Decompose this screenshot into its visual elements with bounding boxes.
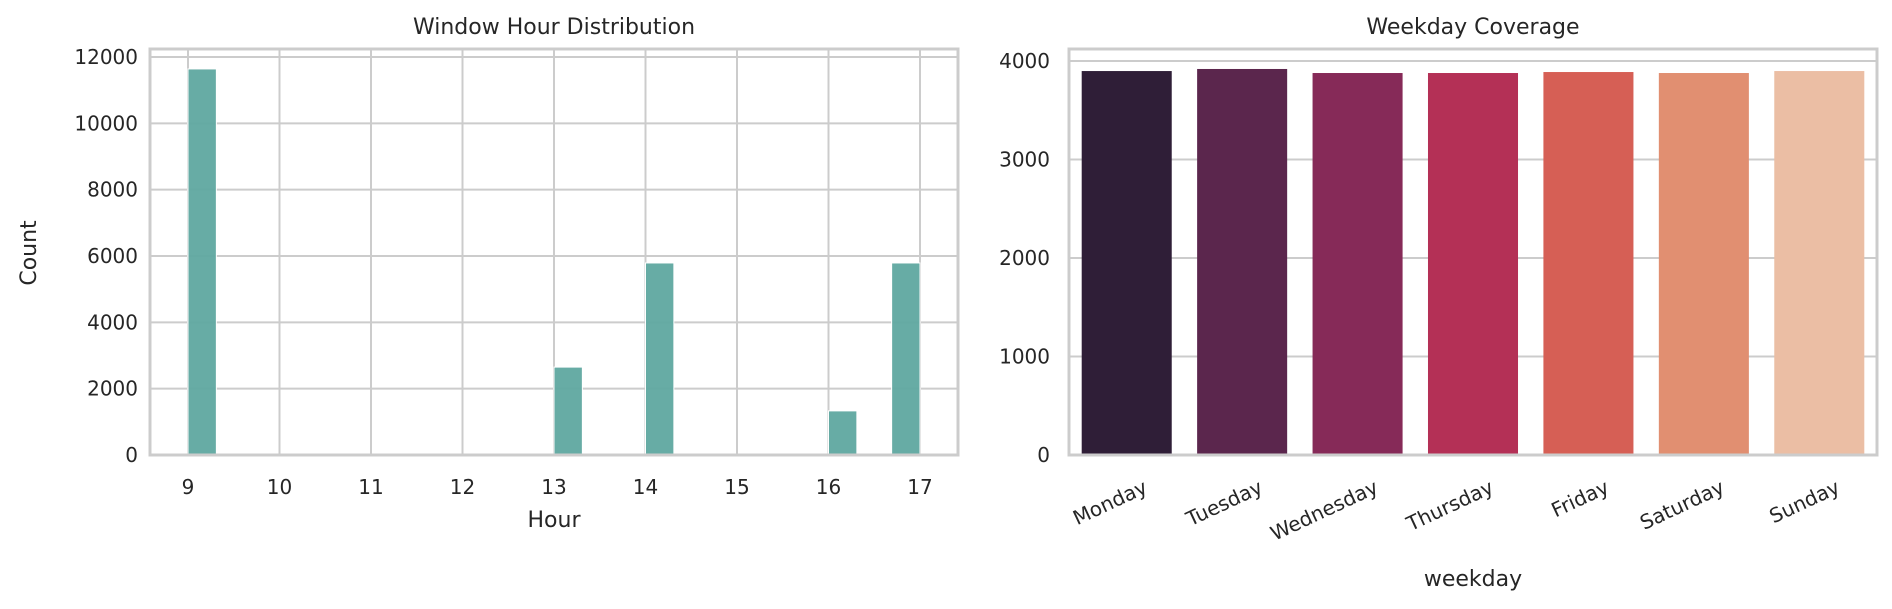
- x-tick-label: Monday: [1069, 475, 1151, 530]
- weekday-coverage-chart: Weekday Coverage 0 1000 2000 3000 4000 Monda…: [999, 15, 1879, 592]
- x-tick-label: Friday: [1547, 475, 1612, 522]
- x-tick-label: Sunday: [1765, 475, 1843, 528]
- y-tick-label: 8000: [87, 178, 138, 202]
- y-tick-label: 4000: [999, 49, 1050, 73]
- y-tick-label: 2000: [87, 377, 138, 401]
- bar-sunday: [1774, 71, 1865, 455]
- bar-monday: [1081, 71, 1172, 455]
- x-tick-label: 12: [450, 475, 475, 499]
- x-tick-label: Wednesday: [1267, 475, 1382, 546]
- x-axis-label: Hour: [528, 508, 582, 533]
- chart-title: Weekday Coverage: [1366, 15, 1579, 40]
- y-tick-label: 2000: [999, 246, 1050, 270]
- chart-title: Window Hour Distribution: [413, 15, 695, 40]
- hour-histogram-chart: Window Hour Distribution 0 2000 4000 6000 80…: [17, 15, 960, 533]
- x-tick-label: Thursday: [1402, 475, 1497, 537]
- x-tick-label: 9: [182, 475, 195, 499]
- x-tick-label: 13: [541, 475, 566, 499]
- x-tick-label: 17: [907, 475, 932, 499]
- x-tick-label: 14: [633, 475, 658, 499]
- x-tick-label: 11: [358, 475, 383, 499]
- y-tick-label: 10000: [74, 111, 138, 135]
- y-tick-label: 4000: [87, 310, 138, 334]
- plot-area-frame: [148, 47, 960, 457]
- y-axis-label: Count: [17, 220, 42, 286]
- x-tick-label: 10: [267, 475, 292, 499]
- histogram-bar: [891, 262, 921, 456]
- x-axis-label: weekday: [1424, 567, 1522, 592]
- y-tick-label: 3000: [999, 148, 1050, 172]
- bar-saturday: [1658, 73, 1749, 455]
- histogram-bar: [828, 410, 858, 456]
- y-tick-label: 6000: [87, 244, 138, 268]
- y-tick-label: 0: [125, 443, 138, 467]
- x-tick-label: 15: [724, 475, 749, 499]
- histogram-bar: [553, 366, 583, 456]
- plot-area-frame: [1067, 47, 1879, 457]
- y-tick-label: 1000: [999, 345, 1050, 369]
- x-tick-label: Tuesday: [1181, 475, 1266, 532]
- bar-tuesday: [1197, 68, 1288, 455]
- histogram-bar: [187, 68, 217, 456]
- y-tick-label: 12000: [74, 45, 138, 69]
- x-tick-label: Saturday: [1636, 475, 1728, 535]
- x-tick-label: 16: [816, 475, 841, 499]
- bar-thursday: [1427, 73, 1519, 455]
- bar-wednesday: [1312, 73, 1403, 455]
- bar-friday: [1543, 72, 1634, 456]
- y-tick-label: 0: [1037, 443, 1050, 467]
- histogram-bar: [645, 262, 675, 456]
